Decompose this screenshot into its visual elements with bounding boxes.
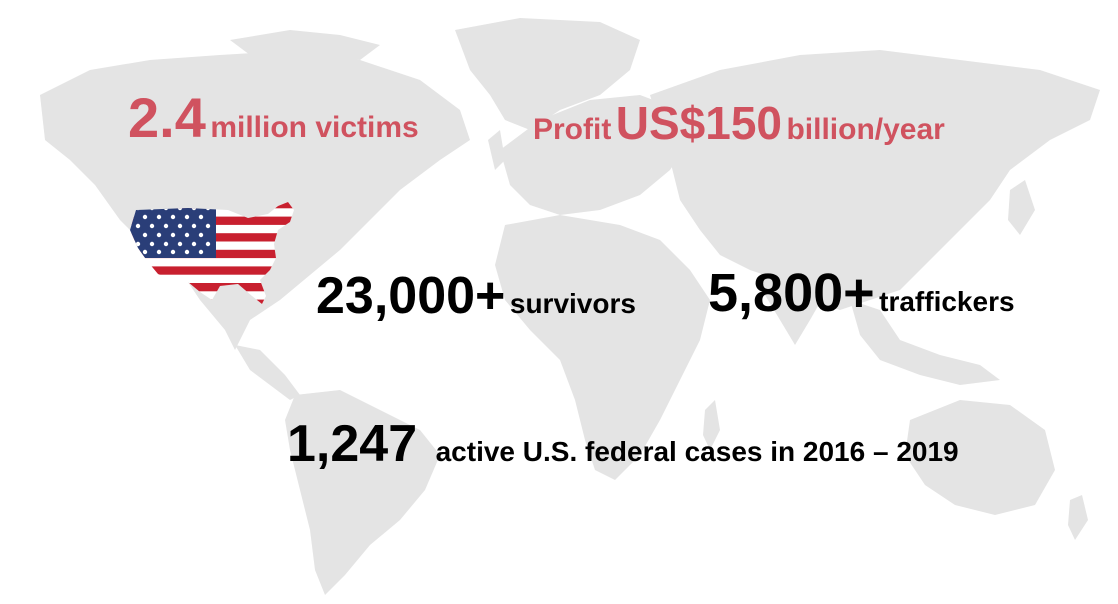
australia-shape [905,400,1055,515]
new-zealand-shape [1068,495,1088,540]
southeast-asia-shape [850,300,1000,385]
traffickers-stat: 5,800+ traffickers [708,266,1015,320]
greenland-shape [455,18,640,130]
survivors-number: 23,000+ [316,267,506,325]
arctic-islands-shape [230,30,380,60]
victims-number: 2.4 [128,86,206,149]
north-america-shape [40,50,470,350]
survivors-stat: 23,000+ survivors [316,270,636,322]
japan-shape [1008,180,1035,235]
africa-shape [495,215,710,480]
europe-shape [500,95,690,215]
india-shape [760,265,830,345]
profit-number: US$150 [615,97,783,149]
uk-shape [488,130,505,170]
us-flag-map-icon [130,202,294,304]
cases-stat: 1,247 active U.S. federal cases in 2016 … [287,418,959,470]
victims-stat: 2.4 million victims [128,90,419,146]
asia-shape [650,50,1100,310]
victims-label: million victims [210,111,419,144]
south-america-shape [285,390,440,595]
cases-label: active U.S. federal cases in 2016 – 2019 [435,436,959,467]
survivors-label: survivors [509,288,636,319]
cases-number: 1,247 [287,415,418,473]
central-america-shape [235,345,300,400]
madagascar-shape [703,400,720,450]
profit-prefix: Profit [533,113,612,146]
traffickers-number: 5,800+ [708,263,875,323]
profit-stat: Profit US$150 billion/year [533,100,945,146]
profit-label: billion/year [786,113,945,146]
traffickers-label: traffickers [879,286,1015,317]
